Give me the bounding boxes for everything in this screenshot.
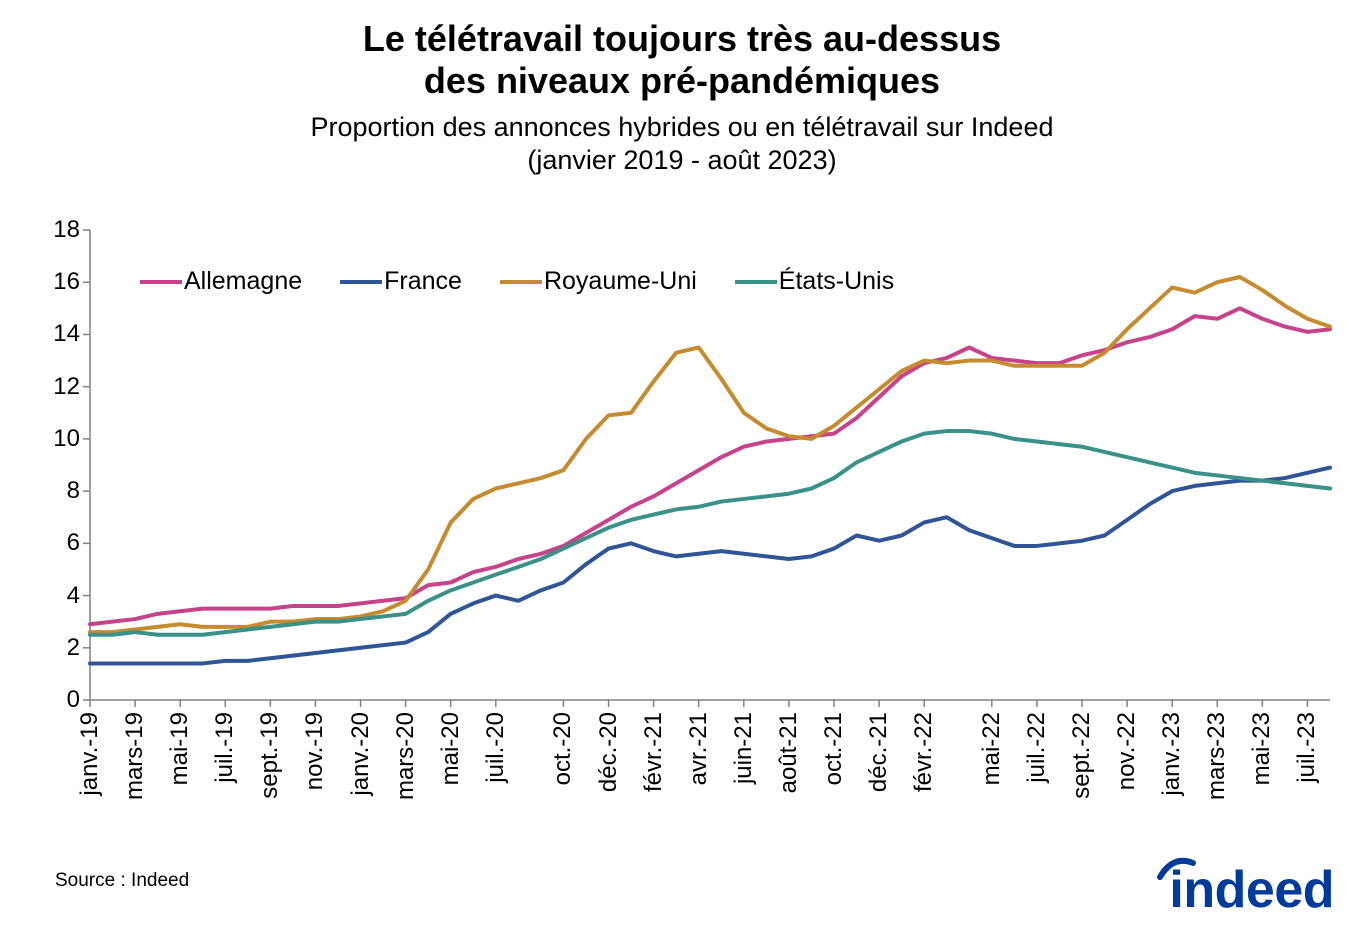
y-tick-label: 18 xyxy=(40,216,80,244)
y-tick-label: 14 xyxy=(40,320,80,348)
chart-title-line-1: des niveaux pré-pandémiques xyxy=(0,60,1364,102)
series-line-royaume-uni xyxy=(90,277,1330,632)
chart-title-line-0: Le télétravail toujours très au-dessus xyxy=(0,18,1364,60)
y-tick-label: 4 xyxy=(40,582,80,610)
x-tick-label: juil.-22 xyxy=(1023,712,1051,783)
y-tick-label: 12 xyxy=(40,373,80,401)
x-tick-label: mai-22 xyxy=(978,712,1006,785)
plot-area xyxy=(90,230,1330,700)
chart-subtitle-line-0: Proportion des annonces hybrides ou en t… xyxy=(0,112,1364,143)
x-tick-label: juil.-19 xyxy=(211,712,239,783)
y-tick-label: 16 xyxy=(40,268,80,296)
series-line-allemagne xyxy=(90,308,1330,624)
legend-item: Royaume-Uni xyxy=(500,267,697,296)
line-chart: Le télétravail toujours très au-dessusde… xyxy=(0,0,1364,940)
source-text: Source : Indeed xyxy=(55,870,189,892)
legend-swatch xyxy=(140,280,182,284)
x-tick-label: mai-23 xyxy=(1248,712,1276,785)
x-tick-label: mars-20 xyxy=(392,712,420,800)
x-tick-label: juil.-23 xyxy=(1293,712,1321,783)
x-tick-label: mai-20 xyxy=(437,712,465,785)
chart-subtitle-line-1: (janvier 2019 - août 2023) xyxy=(0,145,1364,176)
x-tick-label: mars-19 xyxy=(121,712,149,800)
x-tick-label: mai-19 xyxy=(166,712,194,785)
plot-svg xyxy=(90,230,1330,700)
x-tick-label: févr.-21 xyxy=(640,712,668,792)
y-tick-label: 10 xyxy=(40,425,80,453)
x-tick-label: juin-21 xyxy=(730,712,758,784)
x-tick-label: sept.-19 xyxy=(256,712,284,799)
x-tick-label: févr.-22 xyxy=(910,712,938,792)
legend: Allemagne France Royaume-Uni États-Unis xyxy=(140,267,894,296)
legend-item: États-Unis xyxy=(735,267,894,296)
y-tick-label: 8 xyxy=(40,477,80,505)
x-tick-label: sept.-22 xyxy=(1068,712,1096,799)
x-tick-label: janv.-23 xyxy=(1158,712,1186,796)
x-tick-label: nov.-22 xyxy=(1113,712,1141,790)
x-tick-label: déc.-21 xyxy=(865,712,893,792)
x-tick-label: mars-23 xyxy=(1203,712,1231,800)
y-tick-label: 2 xyxy=(40,634,80,662)
indeed-logo: indeed xyxy=(1169,860,1334,920)
indeed-logo-text: indeed xyxy=(1169,861,1334,919)
legend-item: Allemagne xyxy=(140,267,302,296)
x-tick-label: juil.-20 xyxy=(482,712,510,783)
legend-label: Allemagne xyxy=(184,267,302,296)
x-tick-label: nov.-19 xyxy=(301,712,329,790)
legend-label: France xyxy=(384,267,462,296)
y-tick-label: 0 xyxy=(40,686,80,714)
x-tick-label: août-21 xyxy=(775,712,803,793)
series-line-france xyxy=(90,468,1330,664)
legend-item: France xyxy=(340,267,462,296)
x-tick-label: oct.-21 xyxy=(820,712,848,785)
x-tick-label: janv.-20 xyxy=(347,712,375,796)
x-tick-label: janv.-19 xyxy=(76,712,104,796)
legend-label: États-Unis xyxy=(779,267,894,296)
legend-swatch xyxy=(340,280,382,284)
x-tick-label: déc.-20 xyxy=(595,712,623,792)
legend-swatch xyxy=(735,280,777,284)
legend-label: Royaume-Uni xyxy=(544,267,697,296)
indeed-arc-icon xyxy=(1157,853,1197,883)
x-tick-label: avr.-21 xyxy=(685,712,713,785)
y-tick-label: 6 xyxy=(40,529,80,557)
x-tick-label: oct.-20 xyxy=(549,712,577,785)
legend-swatch xyxy=(500,280,542,284)
